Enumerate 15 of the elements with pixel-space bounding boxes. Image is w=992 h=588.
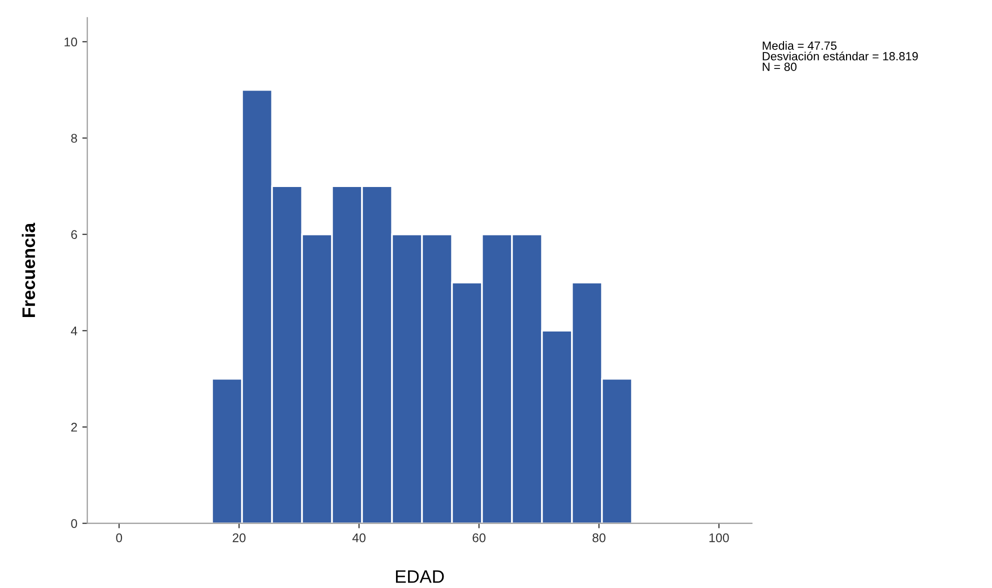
y-tick-label: 8 [71, 134, 78, 143]
x-tick-label: 20 [232, 533, 246, 542]
x-tick-label: 60 [472, 533, 486, 542]
x-tick-label: 0 [116, 533, 122, 542]
text: Media = 47.75 Desviación estándar = 18.819 N = 80 [762, 41, 918, 71]
x-tick-label: 100 [709, 533, 729, 542]
y-tick-label: 6 [71, 230, 78, 240]
x-axis-title: EDAD [396, 570, 444, 583]
x-tick-label: 40 [352, 533, 366, 542]
y-tick-label: 4 [70, 326, 78, 336]
y-tick-label: 2 [71, 422, 77, 432]
x-tick-label: 80 [592, 533, 606, 542]
y-axis-title: Frecuencia [22, 222, 36, 317]
y-tick-label: 10 [64, 38, 78, 46]
y-tick-label: 0 [71, 519, 78, 528]
